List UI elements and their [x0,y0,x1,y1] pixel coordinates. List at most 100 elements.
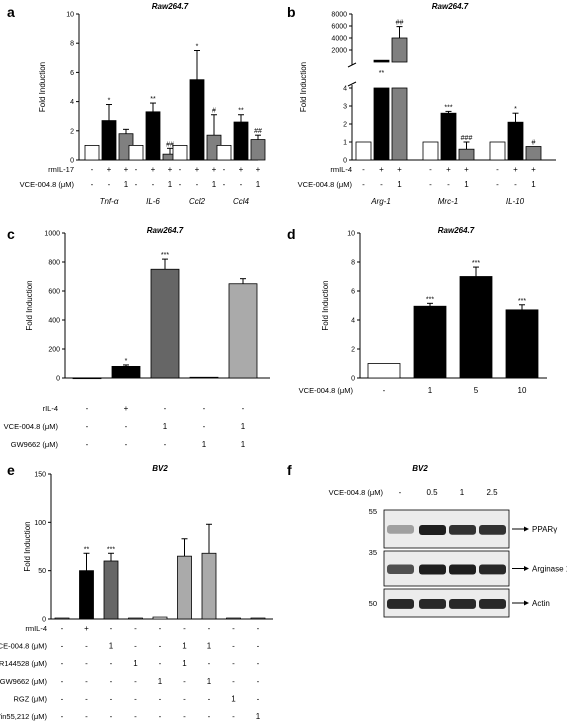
panel-e-row-value: 1 [182,642,187,651]
panel-b-row-value: + [379,165,384,174]
panel-f-band [387,564,414,574]
panel-e-row-value: - [61,694,64,703]
panel-b-bar [507,121,524,161]
panel-d-y-axis-tick-label: 10 [347,231,355,238]
panel-c-bar [150,268,180,379]
panel-e-row-value: - [183,694,186,703]
panel-a-gene-label: IL-6 [146,197,160,206]
panel-e-row-value: - [61,624,64,633]
panel-f-lane-label: 1 [460,488,465,497]
panel-f-band [479,525,506,535]
panel-a-row-value: 1 [212,180,217,189]
panel-e-row-value: - [208,712,211,721]
panel-f-arrow-head [524,566,529,571]
panel-c-row-value: - [86,404,89,413]
panel-a-row-value: 1 [124,180,129,189]
panel-a-row-value: + [239,165,244,174]
panel-e-ylabel: Fold Induction [23,521,32,571]
panel-a-bar [172,144,188,161]
panel-f-band-label: Arginase 1 [532,565,567,574]
panel-e-row-value: 1 [256,712,261,721]
panel-e-row-label: Win55,212 (μM) [0,712,47,721]
panel-e-row-value: - [159,694,162,703]
panel-c-row-value: 1 [241,440,246,449]
panel-e-title: BV2 [152,464,168,473]
panel-c-row-value: - [164,440,167,449]
panel-d-title: Raw264.7 [438,226,475,235]
panel-b-y-tick-label: 4 [343,86,347,93]
panel-a-row-value: + [212,165,217,174]
panel-b-y-tick-label: 2 [343,122,347,129]
panel-f-band [387,525,414,534]
panel-d-bar [413,305,447,379]
panel-e-row-value: - [85,677,88,686]
panel-f-marker-label: 55 [369,507,377,516]
panel-e-row-value: - [134,694,137,703]
panel-e-row-value: - [85,642,88,651]
panel-d-sig-label: *** [518,298,526,305]
panel-b-row-value: + [464,165,469,174]
panel-b-sig-label: * [514,106,517,113]
panel-e-row-value: - [257,694,260,703]
panel-b-sig-label: ### [461,135,473,142]
panel-e-row-value: - [232,712,235,721]
panel-c-ylabel: Fold Induction [25,280,34,330]
panel-a-row-value: - [108,180,111,189]
panel-a-row-value: - [135,165,138,174]
panel-b-bar-lower [373,87,390,161]
panel-c-bar [111,365,141,379]
panel-c-row-value: 1 [241,422,246,431]
panel-a-gene-label: Tnf-α [100,197,119,206]
panel-e-row-value: - [61,677,64,686]
panel-a-sig-label: * [196,44,199,51]
panel-b-y-tick-label: 3 [343,104,347,111]
panel-e-row-value: - [183,712,186,721]
panel-e-row-label: SR144528 (μM) [0,659,48,668]
panel-e-y-axis-tick-label: 100 [34,520,46,527]
panel-b-gene-label: Arg-1 [370,197,391,206]
panel-a-sig-label: ** [238,108,244,115]
panel-d-bar [505,309,539,379]
panel-e-row-value: - [110,712,113,721]
panel-b-sig-label: ## [396,20,404,27]
panel-e-row-value: - [159,624,162,633]
panel-c-row-value: - [86,440,89,449]
panel-b-bar [422,141,439,161]
panel-b-row-value: - [496,165,499,174]
panel-c-title: Raw264.7 [147,226,184,235]
panel-e-row-value: - [232,659,235,668]
panel-c-row-value: - [164,404,167,413]
panel-a-row-value: - [179,180,182,189]
panel-e-row-value: 1 [182,659,187,668]
panel-d-sig-label: *** [426,296,434,303]
panel-e-sig-label: ** [84,546,90,553]
panel-e-row-value: - [208,659,211,668]
panel-b-row-value: - [362,180,365,189]
panel-c-sig-label: * [125,358,128,365]
panel-e-row-value: - [232,642,235,651]
panel-e-bar [201,552,217,620]
panel-f-band [387,599,414,609]
panel-d-row-value: 5 [474,386,479,395]
panel-e-row-value: - [134,712,137,721]
panel-letter-a: a [7,4,15,20]
panel-d-bar [367,363,401,379]
panel-a-bar [189,79,205,161]
panel-e-row-value: - [208,624,211,633]
panel-d-y-axis-tick-label: 2 [351,347,355,354]
panel-f-band [449,564,476,575]
panel-f-marker-label: 50 [369,599,377,608]
panel-e-row-value: - [257,624,260,633]
panel-d-row-value: 10 [518,386,527,395]
panel-c-row-value: - [125,440,128,449]
panel-f-band [449,599,476,609]
panel-e-row-value: 1 [207,642,212,651]
panel-a-gene-label: Ccl4 [233,197,250,206]
panel-a-row-value: - [152,180,155,189]
panel-d-y-axis-tick-label: 0 [351,376,355,383]
panel-f-band [419,525,446,535]
panel-c-sig-label: *** [161,252,169,259]
panel-e-row-label: VCE-004.8 (μM) [0,642,47,651]
panel-f-lane-label: - [399,488,402,497]
